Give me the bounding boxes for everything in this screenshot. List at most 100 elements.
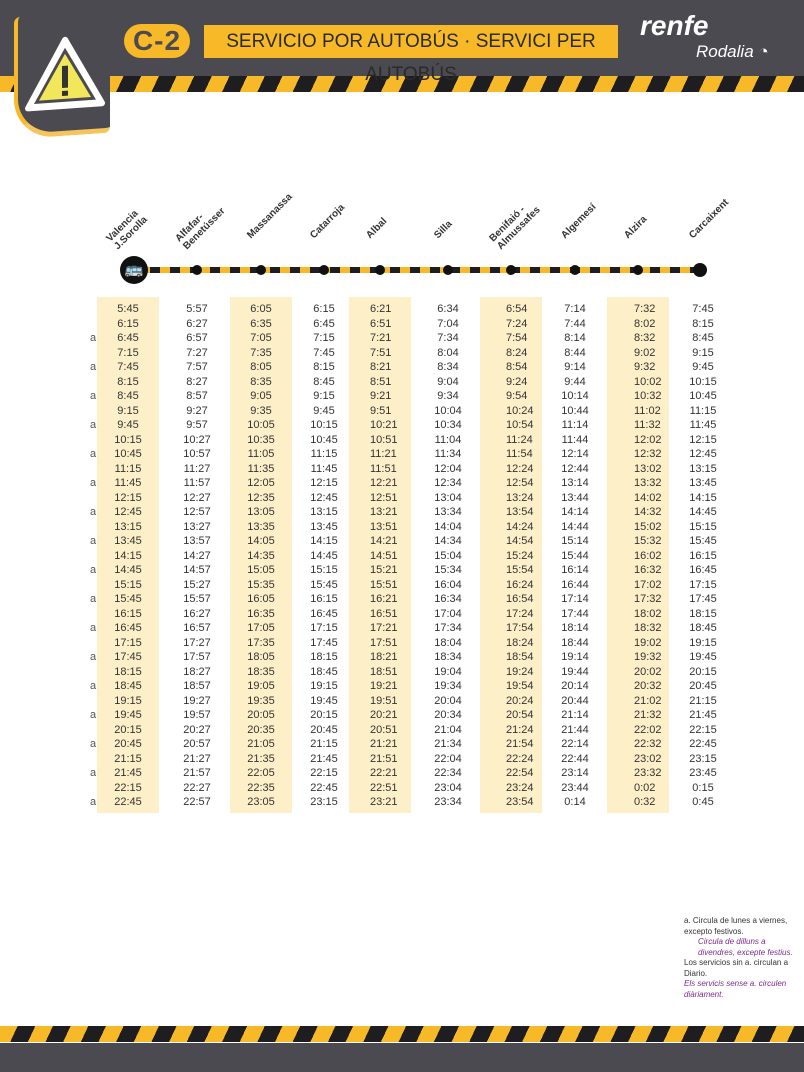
time-cell: 22:04 — [434, 752, 462, 765]
time-cell: 14:04 — [434, 520, 462, 533]
time-cell: 17:45 — [114, 651, 142, 663]
time-cell: 9:15 — [692, 346, 714, 359]
time-cell: 12:21 — [370, 477, 398, 489]
time-cell: 21:24 — [506, 723, 534, 736]
time-cell: 19:15 — [689, 636, 717, 649]
time-cell: 11:15 — [689, 404, 717, 417]
time-cell: 23:44 — [561, 781, 589, 794]
time-cell: 11:15 — [114, 462, 142, 475]
time-cell: 16:45 — [689, 564, 717, 576]
time-cell: 17:45 — [310, 636, 338, 649]
rodalia-icon: ◔ — [758, 42, 769, 61]
table-row: 8:15 8:27 8:35 8:45 8:51 9:04 9:24 9:44 10:02 10:… — [90, 375, 764, 390]
time-cell: 14:21 — [370, 535, 398, 547]
time-cell: 9:35 — [250, 404, 272, 417]
time-cell: 16:51 — [370, 607, 398, 620]
station-name: Carcaixent — [687, 197, 732, 241]
time-cell: 18:54 — [506, 651, 534, 663]
time-cell: 0:02 — [634, 781, 656, 794]
time-cell: 13:45 — [114, 535, 142, 547]
time-cell: 23:45 — [689, 767, 717, 779]
time-cell: 12:15 — [114, 491, 142, 504]
time-cell: 6:57 — [186, 332, 208, 344]
time-cell: 11:02 — [634, 404, 661, 417]
time-cell: 6:45 — [313, 317, 335, 330]
header-stripes — [0, 76, 804, 92]
time-cell: 10:34 — [434, 419, 462, 431]
table-row: 14:15 14:27 14:35 14:45 14:51 15:04 15:24 15:44… — [90, 549, 764, 564]
time-cell: 16:14 — [561, 564, 589, 576]
time-cell: 11:04 — [434, 433, 462, 446]
page-title: SERVICIO POR AUTOBÚS · SERVICI PER AUTOB… — [204, 25, 618, 85]
time-cell: 15:04 — [434, 549, 462, 562]
time-cell: 18:51 — [370, 665, 398, 678]
time-cell: 10:15 — [114, 433, 142, 446]
time-cell: 8:35 — [250, 375, 272, 388]
time-cell: 14:45 — [114, 564, 142, 576]
time-cell: 8:24 — [506, 346, 528, 359]
time-cell: 17:24 — [506, 607, 534, 620]
table-row: 16:15 16:27 16:35 16:45 16:51 17:04 17:24 17:44… — [90, 607, 764, 622]
service-mark — [90, 752, 106, 767]
time-cell: 18:45 — [310, 665, 338, 678]
time-cell: 8:15 — [692, 317, 714, 330]
table-row: a 19:45 19:57 20:05 20:15 20:21 20:34 20:54 21:1… — [90, 708, 764, 723]
time-cell: 21:57 — [183, 767, 211, 779]
time-cell: 17:57 — [183, 651, 211, 663]
time-cell: 22:24 — [506, 752, 534, 765]
time-cell: 11:05 — [247, 448, 275, 460]
time-cell: 11:15 — [310, 448, 338, 460]
time-cell: 19:44 — [561, 665, 589, 678]
service-mark: a — [90, 419, 97, 431]
time-cell: 13:15 — [689, 462, 717, 475]
time-cell: 22:45 — [310, 781, 338, 794]
time-cell: 17:44 — [561, 607, 589, 620]
time-cell: 14:15 — [689, 491, 717, 504]
service-mark — [90, 302, 106, 317]
time-cell: 8:14 — [564, 332, 586, 344]
time-cell: 20:05 — [247, 709, 275, 721]
footer-stripes — [0, 1026, 804, 1042]
time-cell: 7:05 — [250, 332, 272, 344]
time-cell: 22:27 — [183, 781, 211, 794]
time-cell: 12:14 — [561, 448, 589, 460]
time-cell: 16:57 — [183, 622, 211, 634]
table-row: 10:15 10:27 10:35 10:45 10:51 11:04 11:24 11:44… — [90, 433, 764, 448]
time-cell: 9:05 — [250, 390, 272, 402]
station-dot — [256, 265, 266, 275]
time-cell: 8:15 — [313, 361, 335, 373]
time-cell: 0:32 — [634, 796, 656, 808]
time-cell: 17:15 — [310, 622, 338, 634]
time-cell: 18:15 — [114, 665, 142, 678]
service-mark: a — [90, 448, 97, 460]
service-mark — [90, 433, 106, 448]
time-cell: 18:02 — [634, 607, 662, 620]
table-row: a 14:45 14:57 15:05 15:15 15:21 15:34 15:54 16:1… — [90, 563, 764, 578]
warning-triangle-icon — [25, 36, 105, 112]
time-cell: 9:45 — [313, 404, 335, 417]
time-cell: 23:54 — [506, 796, 534, 808]
time-cell: 21:51 — [370, 752, 398, 765]
table-row: 21:15 21:27 21:35 21:45 21:51 22:04 22:24 22:44… — [90, 752, 764, 767]
note-other-es: Los servicios sin a. circulan a Diario. — [684, 958, 789, 978]
time-cell: 13:54 — [506, 506, 534, 518]
time-cell: 17:34 — [434, 622, 462, 634]
station-dot — [192, 265, 202, 275]
table-row: 5:45 5:57 6:05 6:15 6:21 6:34 6:54 7:14 7:32 7:45 — [90, 302, 764, 317]
time-cell: 12:45 — [114, 506, 142, 518]
table-row: a 16:45 16:57 17:05 17:15 17:21 17:34 17:54 18:1… — [90, 621, 764, 636]
service-mark: a — [90, 593, 97, 605]
time-cell: 7:35 — [250, 346, 272, 359]
time-cell: 20:54 — [506, 709, 534, 721]
time-cell: 15:44 — [561, 549, 589, 562]
time-cell: 18:45 — [689, 622, 717, 634]
time-cell: 18:14 — [561, 622, 589, 634]
time-cell: 18:21 — [370, 651, 398, 663]
time-cell: 9:51 — [370, 404, 392, 417]
time-cell: 11:51 — [370, 462, 397, 475]
time-cell: 15:45 — [689, 535, 717, 547]
time-cell: 7:24 — [506, 317, 528, 330]
time-cell: 18:45 — [114, 680, 142, 692]
time-cell: 18:44 — [561, 636, 589, 649]
time-cell: 19:45 — [114, 709, 142, 721]
